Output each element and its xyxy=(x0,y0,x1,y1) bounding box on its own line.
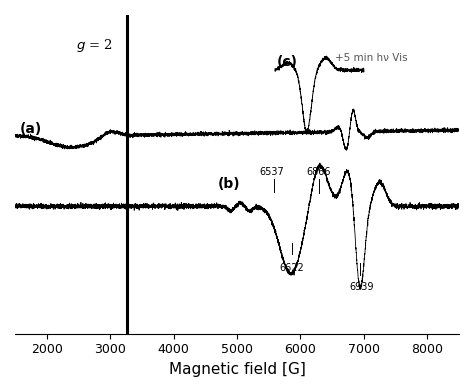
Text: (c): (c) xyxy=(276,54,297,69)
Text: $g$ = 2: $g$ = 2 xyxy=(76,37,113,54)
Text: +5 min hν Vis: +5 min hν Vis xyxy=(335,53,408,63)
X-axis label: Magnetic field [G]: Magnetic field [G] xyxy=(169,362,305,377)
Text: 6622: 6622 xyxy=(280,263,305,272)
Text: 6939: 6939 xyxy=(349,282,374,292)
Text: 6866: 6866 xyxy=(306,167,330,177)
Text: (b): (b) xyxy=(218,177,241,191)
Text: 6537: 6537 xyxy=(259,167,284,177)
Text: (a): (a) xyxy=(20,122,42,136)
